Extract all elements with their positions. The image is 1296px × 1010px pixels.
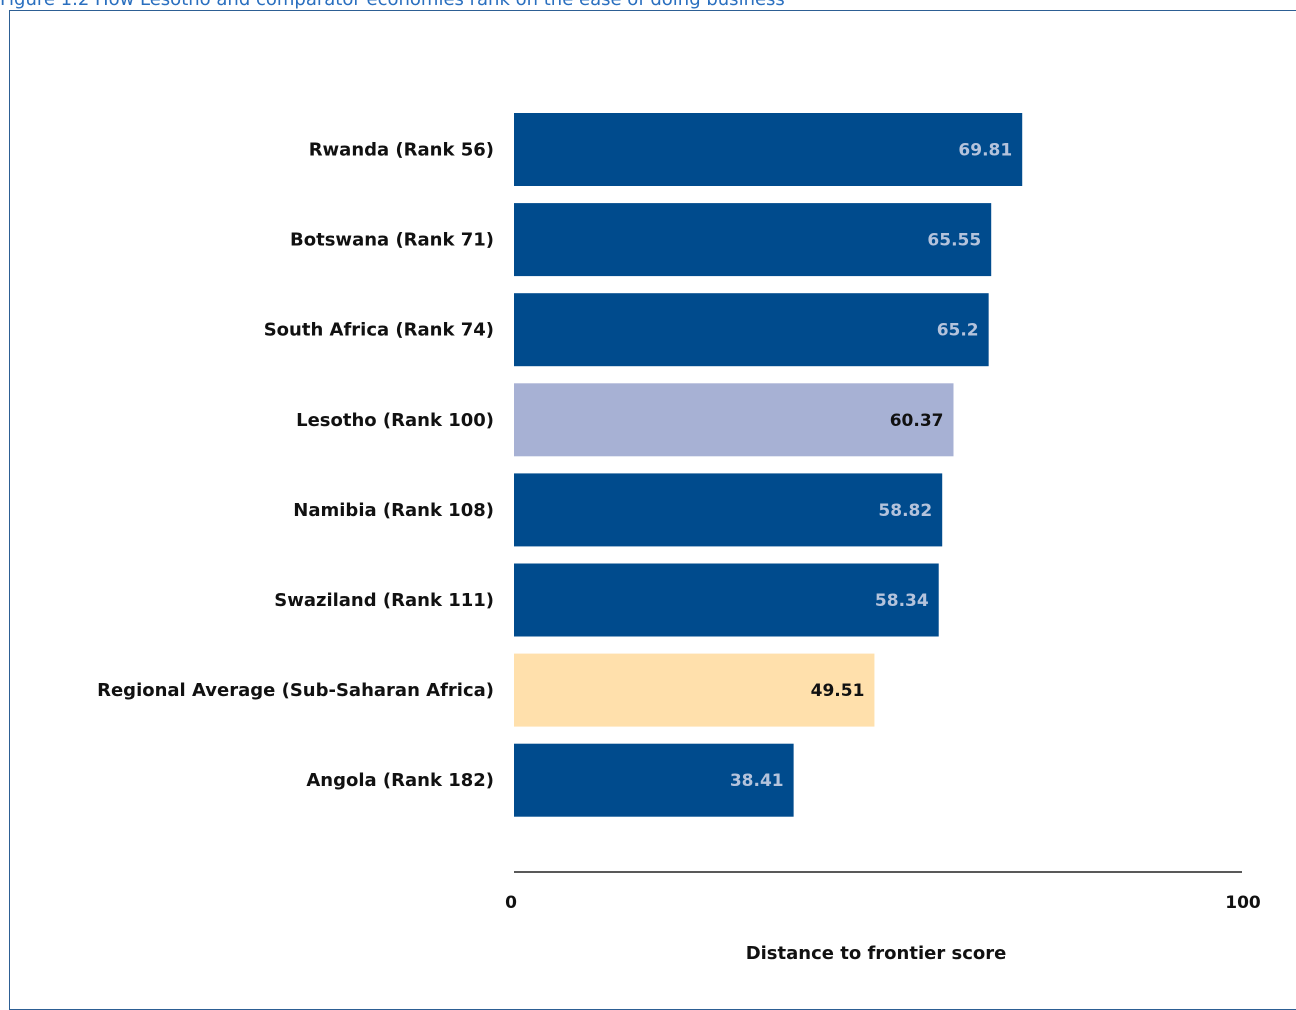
- category-label-angola: Angola (Rank 182): [306, 770, 494, 791]
- bar-rwanda: [514, 113, 1023, 186]
- bar-botswana: [514, 203, 992, 277]
- value-label-south-africa: 65.2: [937, 321, 979, 341]
- value-label-namibia: 58.82: [878, 501, 932, 521]
- category-label-swaziland: Swaziland (Rank 111): [274, 590, 494, 611]
- value-label-swaziland: 58.34: [875, 591, 929, 611]
- category-label-rwanda: Rwanda (Rank 56): [309, 140, 494, 161]
- value-label-rwanda: 69.81: [958, 141, 1012, 161]
- value-label-botswana: 65.55: [927, 231, 981, 251]
- value-label-regional-average: 49.51: [811, 681, 865, 701]
- value-label-lesotho: 60.37: [890, 411, 944, 431]
- x-axis-title: Distance to frontier score: [746, 943, 1007, 964]
- value-label-angola: 38.41: [730, 771, 784, 791]
- bar-regional-average: [514, 653, 875, 727]
- bars-layer: Rwanda (Rank 56) 69.81 Botswana (Rank 71) 6…: [97, 113, 1023, 817]
- category-label-namibia: Namibia (Rank 108): [293, 500, 494, 521]
- bar-swaziland: [514, 563, 939, 637]
- category-label-lesotho: Lesotho (Rank 100): [296, 410, 494, 431]
- x-tick-label-min: 0: [505, 893, 517, 913]
- bar-lesotho: [514, 383, 954, 457]
- category-label-south-africa: South Africa (Rank 74): [264, 320, 494, 341]
- x-tick-label-max: 100: [1225, 893, 1261, 913]
- category-label-regional-average: Regional Average (Sub-Saharan Africa): [97, 680, 494, 701]
- bar-angola: [514, 743, 794, 817]
- bar-south-africa: [514, 293, 989, 367]
- bar-namibia: [514, 473, 943, 547]
- figure-title: Figure 1.2 How Lesotho and comparator ec…: [0, 0, 785, 12]
- category-label-botswana: Botswana (Rank 71): [290, 230, 494, 251]
